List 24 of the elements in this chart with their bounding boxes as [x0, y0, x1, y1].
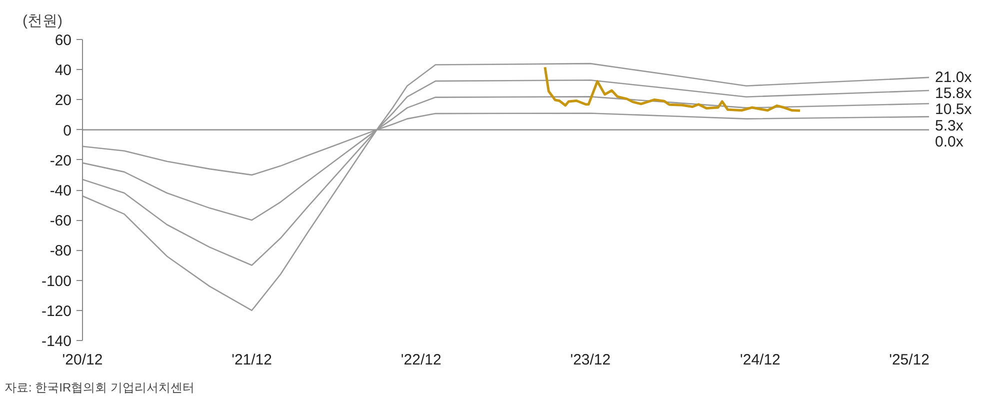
y-tick-label: -60 [50, 212, 72, 230]
y-tick-label: -40 [50, 182, 72, 200]
x-tick-label: '23/12 [570, 352, 611, 368]
y-tick-label: 0 [63, 122, 72, 140]
y-tick-label: 40 [54, 62, 72, 80]
x-tick-label: '21/12 [232, 352, 272, 368]
x-tick-label: '25/12 [889, 352, 930, 368]
y-tick-label: -120 [41, 302, 72, 320]
y-tick-label: 60 [54, 32, 72, 49]
y-tick-label: -140 [41, 333, 72, 350]
x-tick-label: '22/12 [400, 352, 442, 368]
series-label: 10.5x [935, 101, 972, 118]
series-label: 15.8x [935, 85, 972, 102]
series-label: 5.3x [935, 117, 964, 134]
x-tick-label: '20/12 [62, 352, 103, 368]
y-tick-label: -20 [50, 152, 72, 170]
series-label: 21.0x [935, 68, 972, 86]
y-tick-label: 20 [54, 92, 72, 110]
y-axis-title: (천원) [22, 12, 62, 30]
y-tick-label: -80 [50, 242, 72, 260]
text: 자료: 한국IR협의회 기업리서치센터 [4, 380, 195, 394]
x-tick-label: '24/12 [740, 352, 780, 368]
series-label: 0.0x [935, 133, 964, 150]
y-tick-label: -100 [41, 272, 72, 290]
